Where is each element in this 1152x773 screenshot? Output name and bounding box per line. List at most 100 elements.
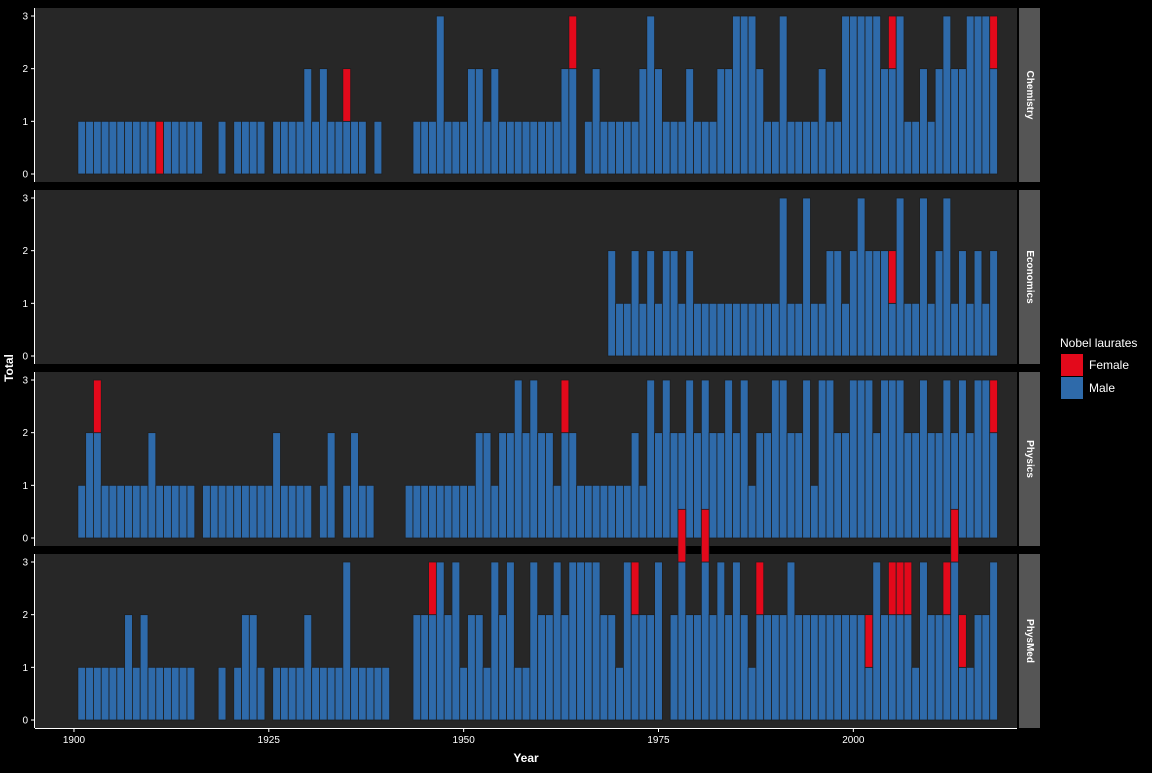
bar-male-1993 bbox=[794, 302, 804, 357]
bar-male-1979 bbox=[685, 379, 694, 539]
bar-male-2013 bbox=[950, 68, 959, 175]
bar-male-2017 bbox=[981, 302, 991, 357]
bar-male-1922 bbox=[241, 484, 250, 539]
bar-male-1980 bbox=[693, 614, 702, 721]
bar-male-2008 bbox=[911, 302, 920, 357]
bar-male-2017 bbox=[981, 614, 991, 721]
bar-male-1997 bbox=[825, 379, 835, 539]
bar-male-1971 bbox=[623, 120, 632, 175]
bar-male-1974 bbox=[646, 250, 655, 357]
bar-male-1923 bbox=[248, 120, 258, 175]
bar-male-1970 bbox=[615, 484, 624, 539]
bar-male-1921 bbox=[233, 666, 242, 721]
bar-male-1981 bbox=[700, 302, 710, 357]
bar-male-1994 bbox=[802, 614, 811, 721]
bar-female-2005 bbox=[888, 561, 897, 616]
bar-male-1932 bbox=[319, 68, 328, 175]
bar-male-2017 bbox=[981, 379, 991, 539]
bar-male-1982 bbox=[708, 120, 718, 175]
bar-female-2012 bbox=[942, 561, 952, 616]
bar-male-1968 bbox=[599, 120, 609, 175]
bar-male-1958 bbox=[521, 666, 531, 721]
bar-male-1992 bbox=[786, 561, 796, 721]
bar-male-2003 bbox=[872, 250, 882, 357]
bar-male-2008 bbox=[911, 432, 920, 539]
bar-male-1975 bbox=[654, 302, 663, 357]
bar-male-1963 bbox=[560, 614, 570, 721]
bar-male-1977 bbox=[669, 120, 679, 175]
bar-male-1946 bbox=[428, 484, 437, 539]
bar-male-1919 bbox=[217, 484, 227, 539]
bar-male-1998 bbox=[833, 432, 843, 539]
bar-male-2014 bbox=[958, 379, 967, 539]
bar-male-2003 bbox=[872, 15, 882, 175]
x-tick-label: 1925 bbox=[258, 735, 281, 746]
y-tick-label: 0 bbox=[22, 170, 28, 181]
bar-male-1968 bbox=[599, 484, 609, 539]
bar-male-1901 bbox=[77, 484, 87, 539]
bar-male-1947 bbox=[435, 484, 445, 539]
bar-male-1915 bbox=[186, 666, 196, 721]
bar-male-1972 bbox=[630, 614, 640, 721]
bar-male-1919 bbox=[217, 666, 227, 721]
bar-male-1962 bbox=[552, 561, 562, 721]
bar-male-2000 bbox=[849, 614, 858, 721]
bar-male-1951 bbox=[467, 68, 476, 175]
bar-male-1926 bbox=[272, 432, 281, 539]
bar-male-1949 bbox=[451, 561, 461, 721]
bar-male-1912 bbox=[163, 120, 172, 175]
bar-male-1972 bbox=[630, 432, 640, 539]
bar-male-1933 bbox=[326, 666, 336, 721]
legend-label-female: Female bbox=[1089, 358, 1129, 372]
bar-male-1902 bbox=[85, 432, 94, 539]
bar-male-1993 bbox=[794, 614, 804, 721]
bar-male-1989 bbox=[763, 302, 772, 357]
bar-male-1982 bbox=[708, 432, 718, 539]
bar-male-1959 bbox=[529, 120, 539, 175]
bar-male-1973 bbox=[638, 614, 648, 721]
bar-male-2009 bbox=[919, 561, 928, 721]
bar-male-1990 bbox=[771, 379, 780, 539]
bar-male-1987 bbox=[747, 302, 757, 357]
bar-male-1951 bbox=[467, 614, 476, 721]
bar-male-2006 bbox=[895, 614, 905, 721]
bar-male-1914 bbox=[178, 120, 188, 175]
bar-male-1913 bbox=[170, 484, 180, 539]
bar-male-1991 bbox=[778, 197, 788, 357]
bar-male-1931 bbox=[311, 120, 320, 175]
bar-male-1977 bbox=[669, 250, 679, 357]
bar-male-1996 bbox=[817, 379, 827, 539]
bar-male-1928 bbox=[287, 120, 297, 175]
bar-male-1988 bbox=[755, 432, 765, 539]
bar-male-2000 bbox=[849, 379, 858, 539]
bar-male-1997 bbox=[825, 120, 835, 175]
bar-female-2005 bbox=[888, 250, 897, 304]
bar-male-1911 bbox=[155, 666, 164, 721]
bar-male-2007 bbox=[903, 432, 913, 539]
bar-male-1982 bbox=[708, 614, 718, 721]
bar-male-1964 bbox=[568, 561, 578, 721]
bar-male-1950 bbox=[459, 666, 468, 721]
bar-male-1949 bbox=[451, 120, 461, 175]
bar-female-1935 bbox=[342, 68, 352, 122]
bar-male-1909 bbox=[139, 484, 149, 539]
bar-male-1954 bbox=[490, 561, 500, 721]
bar-male-2000 bbox=[849, 15, 858, 175]
bar-female-1963 bbox=[560, 379, 570, 434]
bar-male-1983 bbox=[716, 561, 726, 721]
facet-strip-label: Economics bbox=[1024, 250, 1035, 304]
bar-male-1930 bbox=[303, 484, 313, 539]
bar-male-1962 bbox=[552, 484, 562, 539]
bar-male-1966 bbox=[584, 120, 593, 175]
bar-male-1947 bbox=[435, 561, 445, 721]
bar-male-1967 bbox=[591, 68, 601, 175]
bar-male-1904 bbox=[100, 666, 110, 721]
bars bbox=[77, 15, 998, 175]
bar-female-2005 bbox=[888, 15, 897, 70]
bar-male-1979 bbox=[685, 614, 694, 721]
bar-female-2018 bbox=[989, 379, 998, 434]
y-tick-label: 0 bbox=[22, 352, 28, 363]
bar-female-1972 bbox=[630, 561, 640, 616]
bar-male-1969 bbox=[607, 120, 617, 175]
bar-female-2014 bbox=[958, 614, 967, 668]
